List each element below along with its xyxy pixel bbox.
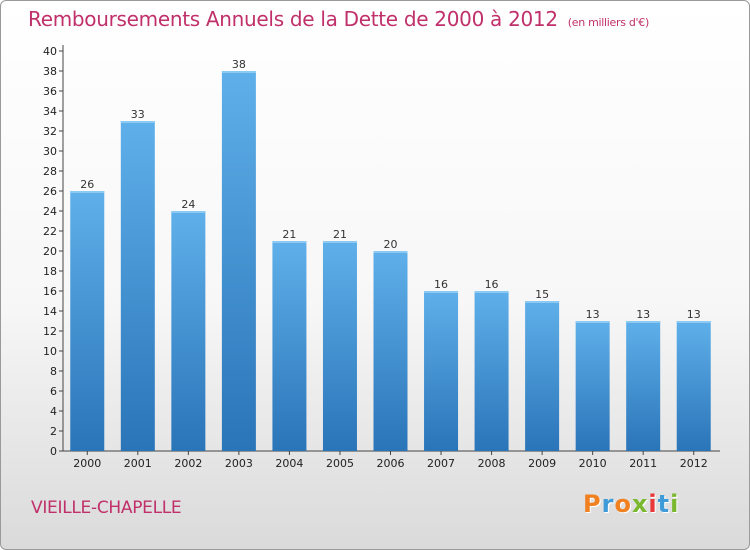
- bar-top-highlight: [373, 251, 408, 253]
- logo-letter: i: [648, 490, 658, 518]
- bar-2010: [575, 321, 610, 451]
- y-tick-label: 34: [43, 105, 57, 118]
- y-tick-label: 30: [43, 145, 57, 158]
- bar-2007: [424, 291, 459, 451]
- y-tick-label: 2: [50, 425, 57, 438]
- y-tick-label: 4: [50, 405, 57, 418]
- y-tick-label: 12: [43, 325, 57, 338]
- bar-top-highlight: [474, 291, 509, 293]
- bar-top-highlight: [575, 321, 610, 323]
- y-tick-label: 0: [50, 445, 57, 458]
- bar-2011: [626, 321, 661, 451]
- y-tick-label: 16: [43, 285, 57, 298]
- y-tick-label: 28: [43, 165, 57, 178]
- data-label-2007: 16: [434, 278, 448, 291]
- y-tick-label: 14: [43, 305, 57, 318]
- bar-2004: [272, 241, 307, 451]
- data-label-2011: 13: [636, 308, 650, 321]
- data-label-2009: 15: [535, 288, 549, 301]
- bar-top-highlight: [120, 121, 155, 123]
- x-tick-label-2012: 2012: [680, 457, 708, 470]
- bar-top-highlight: [171, 211, 206, 213]
- x-tick-label-2003: 2003: [225, 457, 253, 470]
- bar-top-highlight: [525, 301, 560, 303]
- x-tick-label-2009: 2009: [528, 457, 556, 470]
- x-tick-label-2007: 2007: [427, 457, 455, 470]
- bar-2012: [676, 321, 711, 451]
- bar-2002: [171, 211, 206, 451]
- data-label-2004: 21: [282, 228, 296, 241]
- x-tick-label-2000: 2000: [73, 457, 101, 470]
- data-label-2010: 13: [586, 308, 600, 321]
- bar-2009: [525, 301, 560, 451]
- bar-top-highlight: [424, 291, 459, 293]
- bar-2003: [221, 71, 256, 451]
- bar-2000: [70, 191, 105, 451]
- x-tick-label-2008: 2008: [478, 457, 506, 470]
- x-tick-label-2004: 2004: [275, 457, 303, 470]
- x-tick-label-2001: 2001: [124, 457, 152, 470]
- x-tick-label-2011: 2011: [629, 457, 657, 470]
- logo-letter: x: [631, 490, 649, 518]
- data-label-2001: 33: [131, 108, 145, 121]
- x-tick-label-2002: 2002: [174, 457, 202, 470]
- bar-top-highlight: [272, 241, 307, 243]
- y-tick-label: 26: [43, 185, 57, 198]
- data-label-2000: 26: [80, 178, 94, 191]
- x-tick-label-2010: 2010: [579, 457, 607, 470]
- data-label-2012: 13: [687, 308, 701, 321]
- bar-2008: [474, 291, 509, 451]
- data-label-2005: 21: [333, 228, 347, 241]
- bar-2001: [120, 121, 155, 451]
- bar-2005: [322, 241, 357, 451]
- logo-letter: r: [601, 490, 615, 518]
- bar-top-highlight: [322, 241, 357, 243]
- bar-top-highlight: [221, 71, 256, 73]
- data-label-2003: 38: [232, 58, 246, 71]
- y-tick-label: 10: [43, 345, 57, 358]
- chart-title: Remboursements Annuels de la Dette de 20…: [28, 7, 649, 31]
- y-tick-label: 24: [43, 205, 57, 218]
- y-tick-label: 20: [43, 245, 57, 258]
- data-label-2008: 16: [485, 278, 499, 291]
- data-label-2006: 20: [384, 238, 398, 251]
- y-tick-label: 6: [50, 385, 57, 398]
- bar-top-highlight: [676, 321, 711, 323]
- y-tick-label: 32: [43, 125, 57, 138]
- bar-top-highlight: [70, 191, 105, 193]
- proxiti-logo: Proxiti: [583, 490, 679, 518]
- y-tick-label: 18: [43, 265, 57, 278]
- y-tick-label: 8: [50, 365, 57, 378]
- logo-letter: i: [670, 490, 680, 518]
- bar-2006: [373, 251, 408, 451]
- x-tick-label-2005: 2005: [326, 457, 354, 470]
- y-tick-label: 22: [43, 225, 57, 238]
- y-tick-label: 38: [43, 65, 57, 78]
- commune-name: VIEILLE-CHAPELLE: [31, 498, 182, 518]
- y-tick-label: 40: [43, 45, 57, 58]
- logo-letter: o: [614, 490, 632, 518]
- x-tick-label-2006: 2006: [377, 457, 405, 470]
- logo-letter: t: [657, 490, 671, 518]
- chart-subtitle: (en milliers d'€): [567, 16, 649, 29]
- logo-letter: P: [583, 490, 602, 518]
- data-label-2002: 24: [181, 198, 195, 211]
- bar-top-highlight: [626, 321, 661, 323]
- y-tick-label: 36: [43, 85, 57, 98]
- chart-title-text: Remboursements Annuels de la Dette de 20…: [28, 7, 558, 31]
